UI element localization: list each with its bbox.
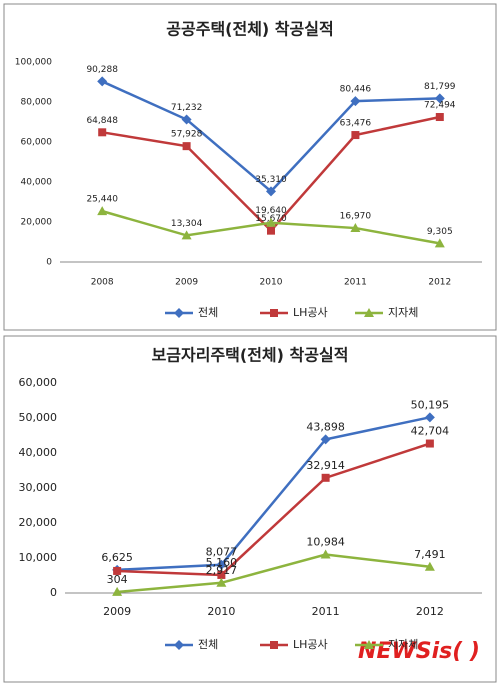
x-tick-label: 2011 xyxy=(312,605,340,618)
data-label: 71,232 xyxy=(171,103,203,113)
marker xyxy=(320,549,331,559)
data-label: 5,160 xyxy=(206,556,238,569)
data-label: 9,305 xyxy=(427,227,453,237)
legend-label: LH공사 xyxy=(293,306,328,319)
marker xyxy=(270,309,278,317)
y-tick-label: 20,000 xyxy=(19,516,58,529)
marker xyxy=(425,439,434,448)
marker xyxy=(321,473,330,482)
data-label: 13,304 xyxy=(171,219,203,229)
data-label: 57,928 xyxy=(171,130,203,140)
data-label: 8,077 xyxy=(206,546,238,559)
data-label: 35,310 xyxy=(255,175,287,185)
data-label: 7,491 xyxy=(414,548,446,561)
y-tick-label: 40,000 xyxy=(21,178,53,188)
x-tick-label: 2012 xyxy=(428,278,451,288)
data-label: 2,917 xyxy=(206,564,238,577)
data-label: 64,848 xyxy=(86,116,118,126)
marker xyxy=(174,308,184,318)
x-tick-label: 2009 xyxy=(103,605,131,618)
marker xyxy=(266,217,276,227)
marker xyxy=(174,640,184,650)
y-tick-label: 60,000 xyxy=(19,376,58,389)
marker xyxy=(320,434,331,445)
y-tick-label: 0 xyxy=(46,258,52,268)
marker xyxy=(216,577,227,587)
y-tick-label: 100,000 xyxy=(15,58,52,68)
marker xyxy=(217,570,226,579)
marker xyxy=(182,142,191,151)
marker xyxy=(350,223,361,233)
y-tick-label: 40,000 xyxy=(19,446,58,459)
y-tick-label: 0 xyxy=(50,586,57,599)
marker xyxy=(424,412,435,423)
series-line xyxy=(117,416,431,572)
y-tick-label: 80,000 xyxy=(21,98,53,108)
marker xyxy=(216,559,227,570)
marker xyxy=(98,128,107,137)
marker xyxy=(364,308,374,317)
marker xyxy=(270,641,278,649)
x-tick-label: 2010 xyxy=(207,605,235,618)
marker xyxy=(364,640,374,649)
data-label: 304 xyxy=(107,573,128,586)
data-label: 90,288 xyxy=(86,65,118,75)
x-tick-label: 2010 xyxy=(260,278,283,288)
x-tick-label: 2008 xyxy=(91,278,114,288)
data-label: 50,195 xyxy=(411,398,450,411)
data-label: 25,440 xyxy=(86,195,118,205)
marker xyxy=(266,186,276,197)
marker xyxy=(181,230,192,240)
data-label: 72,494 xyxy=(424,101,456,111)
chart-frame xyxy=(3,335,497,683)
watermark: NEWSis( ) xyxy=(358,639,480,664)
marker xyxy=(181,114,192,125)
y-tick-label: 60,000 xyxy=(21,138,53,148)
marker xyxy=(434,93,445,104)
data-label: 43,898 xyxy=(306,420,345,433)
marker xyxy=(112,586,123,596)
chart-title: 공공주택(전체) 착공실적 xyxy=(166,20,333,39)
y-tick-label: 30,000 xyxy=(19,481,58,494)
data-label: 63,476 xyxy=(340,119,372,129)
y-tick-label: 50,000 xyxy=(19,411,58,424)
series-line xyxy=(117,442,431,577)
legend-label: 전체 xyxy=(198,306,218,319)
data-label: 16,970 xyxy=(340,212,372,222)
legend-label: 지자체 xyxy=(388,306,418,319)
data-label: 6,625 xyxy=(101,551,133,564)
data-label: 81,799 xyxy=(424,82,456,92)
marker xyxy=(435,113,444,122)
x-tick-label: 2009 xyxy=(175,278,198,288)
marker xyxy=(351,131,360,140)
marker xyxy=(350,96,361,107)
x-tick-label: 2012 xyxy=(416,605,444,618)
marker xyxy=(97,76,108,87)
y-tick-label: 20,000 xyxy=(21,218,53,228)
series-line xyxy=(117,553,431,594)
marker xyxy=(434,238,445,248)
data-label: 32,914 xyxy=(306,459,345,472)
data-label: 19,640 xyxy=(255,206,287,216)
legend-label: 지자체 xyxy=(388,638,418,651)
data-label: 80,446 xyxy=(340,85,372,95)
legend-label: LH공사 xyxy=(293,638,328,651)
marker xyxy=(113,566,122,575)
marker xyxy=(97,206,108,216)
chart-title: 보금자리주택(전체) 착공실적 xyxy=(152,346,349,365)
data-label: 42,704 xyxy=(411,425,450,438)
marker xyxy=(267,226,275,235)
chart-frame xyxy=(3,3,497,331)
legend-label: 전체 xyxy=(198,638,218,651)
marker xyxy=(424,561,435,571)
x-tick-label: 2011 xyxy=(344,278,367,288)
data-label: 10,984 xyxy=(306,536,345,549)
y-tick-label: 10,000 xyxy=(19,551,58,564)
